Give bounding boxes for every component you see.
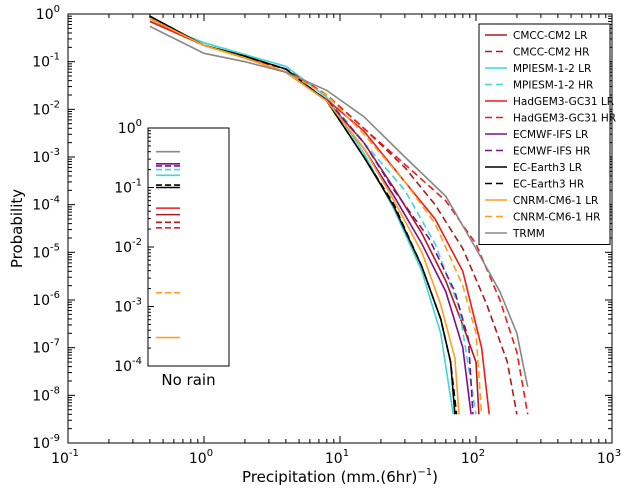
- inset-xlabel: No rain: [161, 371, 215, 389]
- legend-label: HadGEM3-GC31 HR: [513, 113, 616, 125]
- series-line-5: [149, 17, 529, 415]
- legend-label: EC-Earth3 HR: [513, 179, 584, 191]
- legend-label: ECMWF-IFS HR: [513, 146, 590, 158]
- inset-no-rain: 100 10-1 10-2 10-3 10-4 No rain: [114, 118, 230, 389]
- legend-label: HadGEM3-GC31 LR: [513, 96, 614, 108]
- y-tick-label: 10-3: [32, 147, 60, 166]
- legend: CMCC-CM2 LR CMCC-CM2 HR MPIESM-1-2 LR MPIES…: [478, 23, 616, 245]
- x-axis-label: Precipitation (mm.(6hr)−1): [242, 467, 438, 486]
- inset-tick-label: 10-3: [114, 297, 142, 316]
- y-axis-label: Probability: [8, 189, 26, 268]
- x-tick-label: 103: [597, 448, 621, 467]
- inset-frame: [147, 127, 230, 367]
- inset-tick-label: 100: [118, 118, 142, 137]
- inset-tick-label: 10-1: [114, 178, 142, 197]
- series-line-12: [149, 25, 529, 388]
- y-tick-label: 100: [36, 4, 60, 23]
- x-axis: 10-1 100 101 102 103: [51, 14, 621, 467]
- x-tick-label: 10-1: [51, 448, 79, 467]
- y-tick-label: 10-7: [32, 338, 60, 357]
- series-line-11: [149, 17, 483, 415]
- y-tick-label: 10-8: [32, 385, 60, 404]
- legend-label: CMCC-CM2 HR: [513, 47, 589, 59]
- legend-label: ECMWF-IFS LR: [513, 129, 588, 141]
- legend-label: CNRM-CM6-1 LR: [513, 195, 598, 207]
- y-tick-label: 10-5: [32, 242, 60, 261]
- y-tick-label: 10-1: [32, 52, 60, 71]
- series-line-9: [149, 15, 458, 415]
- inset-tick-label: 10-2: [114, 237, 142, 256]
- legend-label: TRMM: [512, 228, 545, 240]
- y-tick-label: 10-4: [32, 195, 60, 214]
- y-axis: 100 10-1 10-2 10-3 10-4 10-5 10-6 10-7 10-8 10-9: [32, 4, 612, 452]
- legend-label: MPIESM-1-2 LR: [513, 63, 591, 75]
- legend-label: MPIESM-1-2 HR: [513, 80, 593, 92]
- y-tick-label: 10-9: [32, 433, 60, 452]
- main-series-lines: [149, 15, 529, 415]
- inset-tick-label: 10-4: [114, 356, 142, 375]
- legend-label: CMCC-CM2 LR: [513, 30, 587, 42]
- legend-label: EC-Earth3 LR: [513, 162, 582, 174]
- y-tick-label: 10-2: [32, 99, 60, 118]
- x-tick-label: 100: [189, 448, 213, 467]
- legend-label: CNRM-CM6-1 HR: [513, 212, 600, 224]
- y-tick-label: 10-6: [32, 290, 60, 309]
- x-tick-label: 102: [461, 448, 485, 467]
- x-tick-label: 101: [325, 448, 349, 467]
